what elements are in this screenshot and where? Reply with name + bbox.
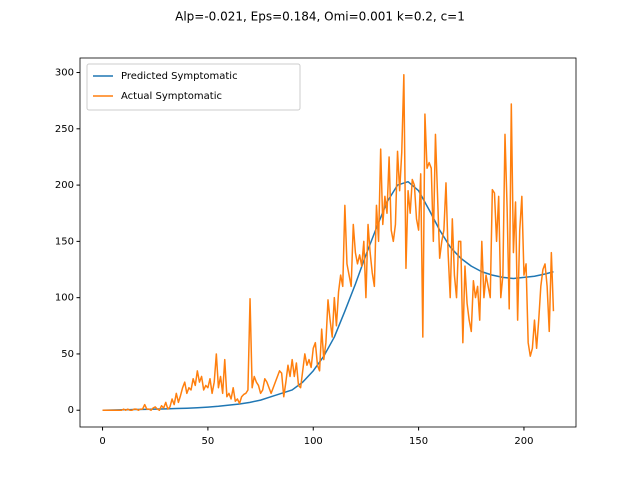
y-tick-label: 300 [55,68,74,79]
chart-title: Alp=-0.021, Eps=0.184, Omi=0.001 k=0.2, … [175,10,465,24]
y-tick-label: 100 [55,293,74,304]
y-tick-label: 200 [55,180,74,191]
legend-label: Actual Symptomatic [121,91,222,102]
legend-box [86,63,301,111]
axes-frame [79,57,577,428]
legend-label: Predicted Symptomatic [121,71,238,82]
x-tick-label: 150 [409,436,428,447]
x-tick-label: 100 [304,436,323,447]
data-line [102,74,555,411]
data-line [102,180,554,411]
y-tick-label: 150 [55,236,74,247]
x-tick-label: 50 [202,436,215,447]
y-tick-label: 0 [68,405,74,416]
x-tick-label: 0 [99,436,105,447]
y-tick-label: 250 [55,124,74,135]
y-tick-label: 50 [61,349,74,360]
x-tick-label: 200 [514,436,533,447]
legend: Predicted Symptomatic Actual Symptomatic [86,63,301,111]
